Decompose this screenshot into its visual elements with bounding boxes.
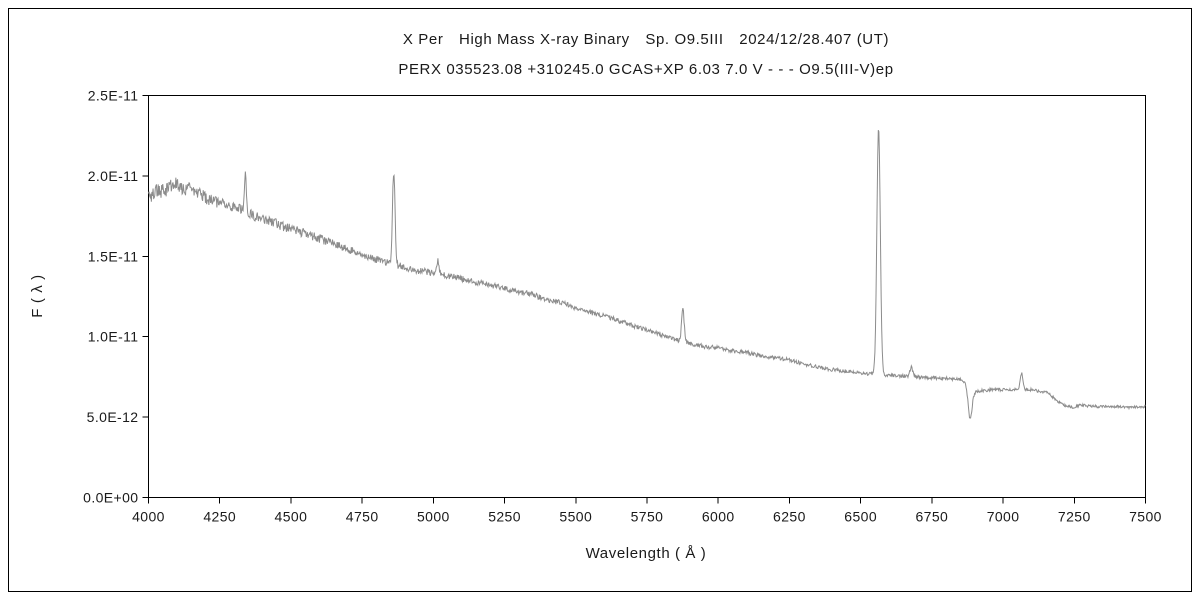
y-tick-label: 2.0E-11	[88, 168, 139, 184]
x-tick-label: 6250	[773, 509, 806, 525]
x-tick-label: 5500	[559, 509, 592, 525]
x-tick-label: 4250	[203, 509, 236, 525]
x-tick-label: 4000	[132, 509, 165, 525]
x-tick-label: 5750	[631, 509, 664, 525]
x-tick-label: 5250	[488, 509, 521, 525]
x-axis-label: Wavelength ( Å )	[586, 545, 707, 562]
y-tick-label: 2.5E-11	[88, 88, 139, 104]
axis-ticks: 4000 4250 4500 4750 5000 5250 5500 5750 6000 6250…	[83, 88, 1162, 525]
y-tick-label: 1.0E-11	[88, 329, 139, 345]
x-tick-label: 7000	[987, 509, 1020, 525]
chart-title: X Per High Mass X-ray Binary Sp. O9.5III…	[403, 31, 889, 48]
x-tick-label: 5000	[417, 509, 450, 525]
spectrum-trace	[148, 129, 1146, 419]
y-tick-label: 5.0E-12	[87, 409, 139, 425]
y-axis-label: F ( λ )	[29, 274, 46, 317]
chart-frame	[8, 8, 1192, 592]
x-tick-label: 4750	[346, 509, 379, 525]
chart-subtitle: PERX 035523.08 +310245.0 GCAS+XP 6.03 7.…	[398, 61, 893, 78]
x-tick-label: 6750	[915, 509, 948, 525]
y-tick-label: 0.0E+00	[83, 490, 138, 506]
x-tick-label: 7500	[1129, 509, 1162, 525]
x-tick-label: 6000	[702, 509, 735, 525]
x-tick-label: 6500	[844, 509, 877, 525]
plot-area	[148, 95, 1146, 498]
y-tick-label: 1.5E-11	[88, 248, 139, 264]
x-tick-label: 4500	[275, 509, 308, 525]
x-tick-label: 7250	[1058, 509, 1091, 525]
